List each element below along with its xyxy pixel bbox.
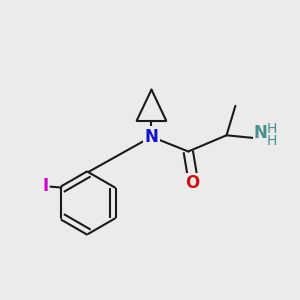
Text: N: N (145, 128, 158, 146)
Text: I: I (42, 177, 48, 195)
Text: H: H (266, 134, 277, 148)
Text: N: N (254, 124, 267, 142)
Text: O: O (186, 174, 200, 192)
Text: H: H (266, 122, 277, 136)
